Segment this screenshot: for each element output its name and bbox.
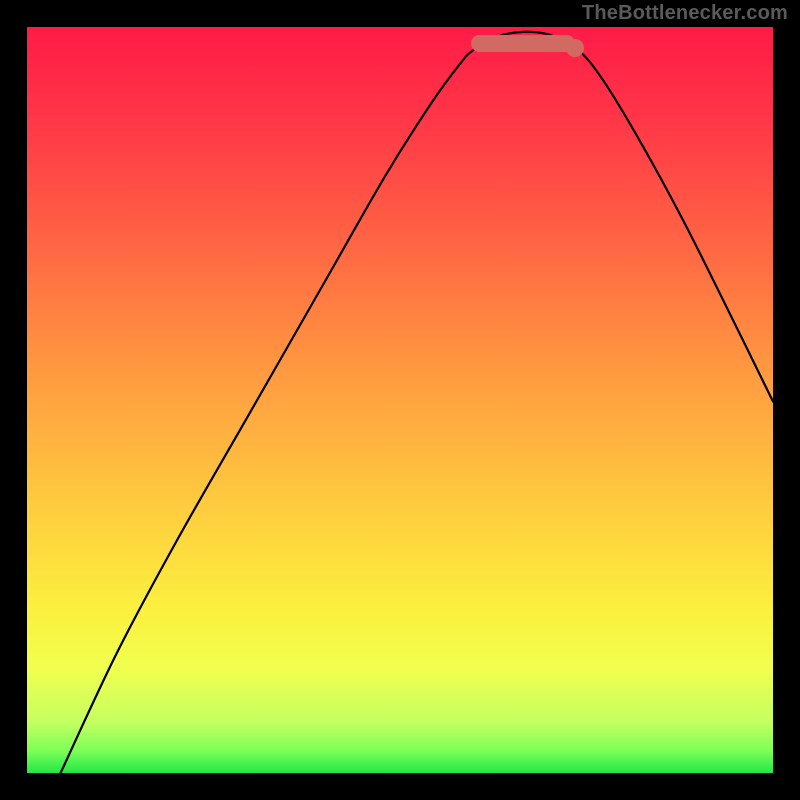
watermark-text: TheBottlenecker.com bbox=[582, 2, 788, 25]
plot-area bbox=[27, 27, 773, 773]
bottleneck-curve bbox=[61, 32, 773, 773]
chart-stage: TheBottlenecker.com bbox=[0, 0, 800, 800]
bottleneck-curve-svg bbox=[27, 27, 773, 773]
optimal-range-band bbox=[471, 35, 575, 52]
